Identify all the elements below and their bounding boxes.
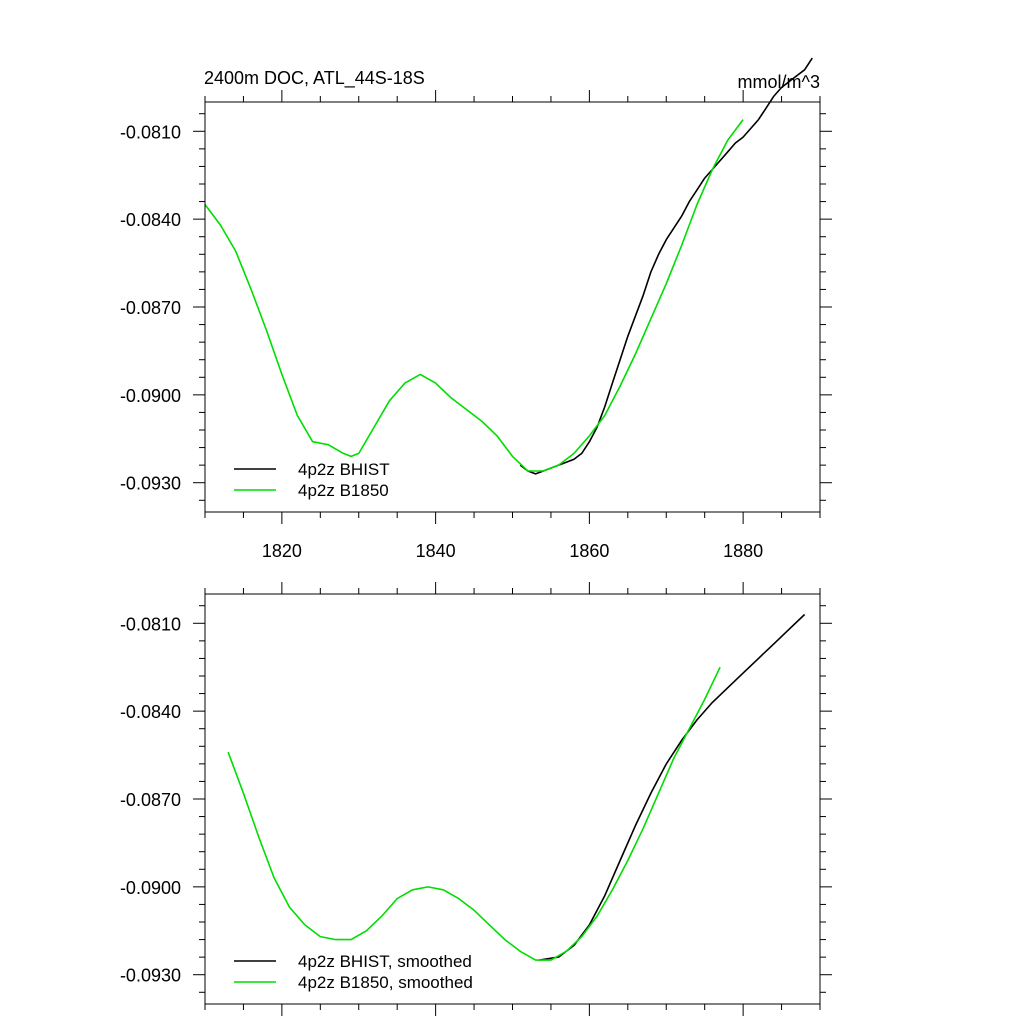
y-tick-label: -0.0840 [120,210,181,230]
y-tick-label: -0.0810 [120,122,181,142]
bottom-panel: -0.0810 -0.0840 -0.0870 -0.0900 -0.0930 4p2z… [120,582,832,1016]
x-tick-label: 1880 [723,541,763,561]
bottom-y-tick-labels: -0.0810 -0.0840 -0.0870 -0.0900 -0.0930 [120,614,181,985]
y-tick-label: -0.0870 [120,298,181,318]
y-tick-label: -0.0840 [120,702,181,722]
y-tick-label: -0.0870 [120,790,181,810]
bottom-legend: 4p2z BHIST, smoothed 4p2z B1850, smoothe… [234,952,473,992]
units-label: mmol/m^3 [738,72,820,92]
series-line-1 [227,666,721,961]
top-legend: 4p2z BHIST 4p2z B1850 [234,460,390,500]
y-tick-label: -0.0930 [120,474,181,494]
legend-label-bhist: 4p2z BHIST [298,460,390,479]
legend-label-b1850: 4p2z B1850 [298,481,389,500]
series-line-0 [539,613,806,961]
legend-label-bhist-smoothed: 4p2z BHIST, smoothed [298,952,472,971]
chart-title: 2400m DOC, ATL_44S-18S [204,68,425,89]
series-line-1 [204,119,744,472]
y-tick-label: -0.0930 [120,966,181,986]
y-tick-label: -0.0900 [120,386,181,406]
top-ticks [193,90,832,524]
bottom-series-lines [227,613,806,961]
top-series-lines [204,57,813,475]
x-tick-label: 1820 [262,541,302,561]
series-line-0 [519,57,813,475]
x-tick-label: 1840 [416,541,456,561]
bottom-plot-frame [204,593,821,1005]
bottom-ticks [193,582,832,1016]
top-plot-frame [204,101,821,513]
x-tick-label: 1860 [569,541,609,561]
y-tick-label: -0.0810 [120,614,181,634]
top-panel: 2400m DOC, ATL_44S-18S mmol/m^3 -0.0810-… [120,57,832,561]
legend-label-b1850-smoothed: 4p2z B1850, smoothed [298,973,473,992]
top-y-tick-labels: -0.0810 -0.0840 -0.0870 -0.0900 -0.0930 [120,122,181,493]
y-tick-label: -0.0900 [120,878,181,898]
top-x-tick-labels: 1820 1840 1860 1880 [262,541,763,561]
